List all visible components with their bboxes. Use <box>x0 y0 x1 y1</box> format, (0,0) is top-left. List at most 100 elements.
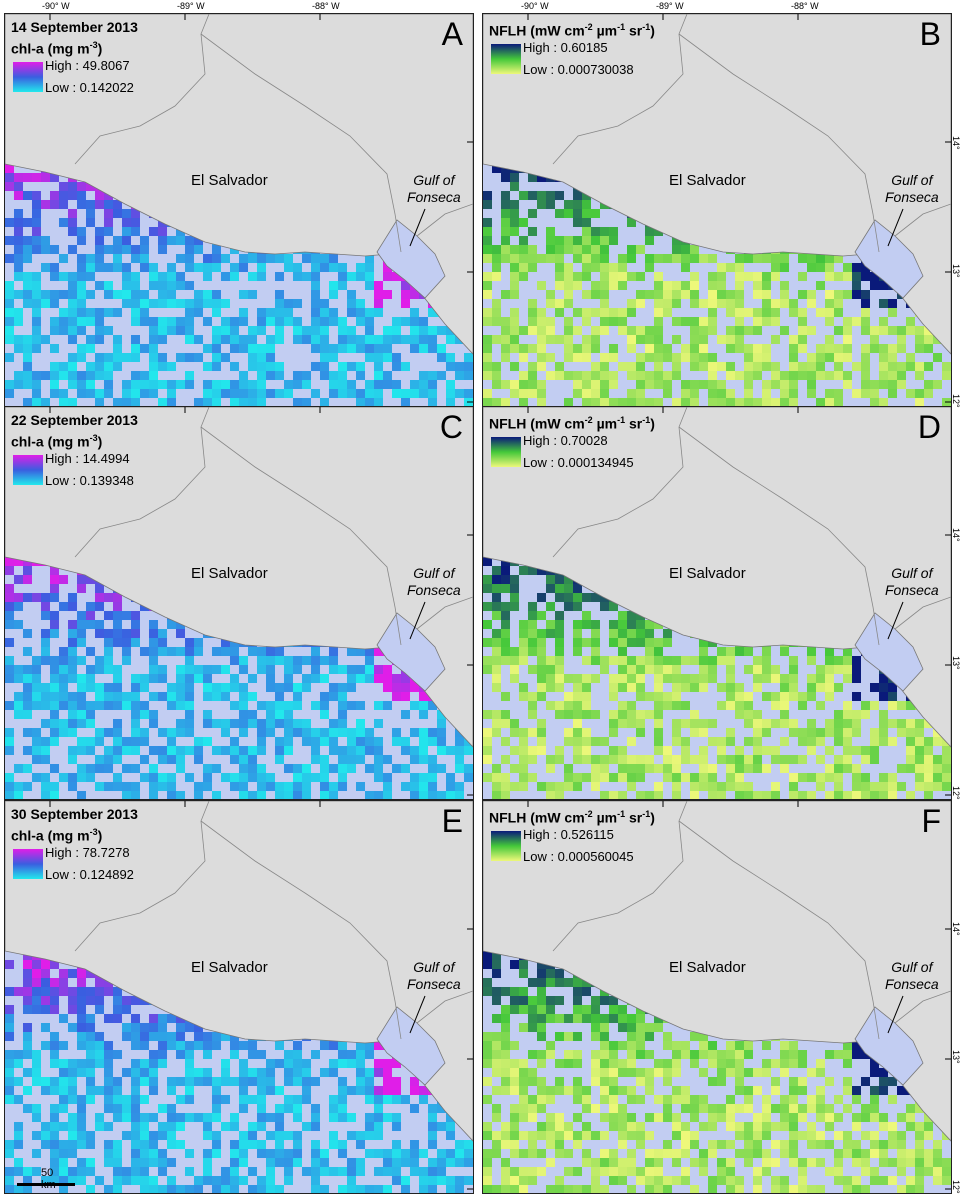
data-pixel <box>618 656 627 665</box>
data-pixel <box>266 1158 275 1167</box>
data-pixel <box>338 782 347 791</box>
data-pixel <box>239 791 248 799</box>
data-pixel <box>807 389 816 398</box>
data-pixel <box>519 656 528 665</box>
data-pixel <box>789 728 798 737</box>
data-pixel <box>609 602 618 611</box>
data-pixel <box>176 683 185 692</box>
data-pixel <box>401 692 410 701</box>
data-pixel <box>861 326 870 335</box>
data-pixel <box>203 1068 212 1077</box>
data-pixel <box>167 281 176 290</box>
data-pixel <box>59 290 68 299</box>
data-pixel <box>266 353 275 362</box>
data-pixel <box>275 656 284 665</box>
data-pixel <box>68 1095 77 1104</box>
data-pixel <box>140 1113 149 1122</box>
data-pixel <box>23 566 32 575</box>
data-pixel <box>816 281 825 290</box>
data-pixel <box>140 245 149 254</box>
data-pixel <box>717 263 726 272</box>
map-panel-d: NFLH (mW cm-2 µm-1 sr-1) High : 0.70028 … <box>482 406 952 800</box>
data-pixel <box>14 254 23 263</box>
data-pixel <box>347 1086 356 1095</box>
data-pixel <box>185 701 194 710</box>
data-pixel <box>564 692 573 701</box>
data-pixel <box>600 996 609 1005</box>
data-pixel <box>311 272 320 281</box>
chl-map-e <box>5 801 473 1193</box>
data-pixel <box>483 344 492 353</box>
data-pixel <box>302 1068 311 1077</box>
data-pixel <box>23 1041 32 1050</box>
data-pixel <box>483 773 492 782</box>
data-pixel <box>77 1158 86 1167</box>
variable-label: chl-a (mg m-3) <box>11 827 103 844</box>
data-pixel <box>510 719 519 728</box>
data-pixel <box>311 674 320 683</box>
data-pixel <box>302 782 311 791</box>
data-pixel <box>564 209 573 218</box>
data-pixel <box>338 773 347 782</box>
data-pixel <box>483 951 492 960</box>
data-pixel <box>492 656 501 665</box>
data-pixel <box>23 978 32 987</box>
data-pixel <box>483 987 492 996</box>
data-pixel <box>681 353 690 362</box>
data-pixel <box>636 719 645 728</box>
data-pixel <box>95 398 104 406</box>
data-pixel <box>221 692 230 701</box>
data-pixel <box>329 1140 338 1149</box>
data-pixel <box>50 566 59 575</box>
data-pixel <box>338 281 347 290</box>
data-pixel <box>140 710 149 719</box>
data-pixel <box>284 719 293 728</box>
data-pixel <box>329 647 338 656</box>
data-pixel <box>113 665 122 674</box>
data-pixel <box>275 1059 284 1068</box>
data-pixel <box>762 353 771 362</box>
data-pixel <box>86 1068 95 1077</box>
data-pixel <box>140 1041 149 1050</box>
data-pixel <box>798 344 807 353</box>
data-pixel <box>104 1041 113 1050</box>
data-pixel <box>897 701 906 710</box>
data-pixel <box>203 737 212 746</box>
data-pixel <box>374 665 383 674</box>
data-pixel <box>618 1023 627 1032</box>
data-pixel <box>338 719 347 728</box>
data-pixel <box>14 1059 23 1068</box>
data-pixel <box>852 746 861 755</box>
data-pixel <box>86 254 95 263</box>
data-pixel <box>537 692 546 701</box>
data-pixel <box>239 701 248 710</box>
data-pixel <box>681 398 690 406</box>
data-pixel <box>690 1032 699 1041</box>
data-pixel <box>185 1113 194 1122</box>
data-pixel <box>347 1050 356 1059</box>
data-pixel <box>77 791 86 799</box>
data-pixel <box>636 620 645 629</box>
data-pixel <box>861 755 870 764</box>
data-pixel <box>140 1167 149 1176</box>
data-pixel <box>825 254 834 263</box>
data-pixel <box>483 557 492 566</box>
data-pixel <box>77 1014 86 1023</box>
data-pixel <box>410 791 419 799</box>
data-pixel <box>888 692 897 701</box>
data-pixel <box>762 362 771 371</box>
data-pixel <box>185 683 194 692</box>
data-pixel <box>5 1032 14 1041</box>
data-pixel <box>338 1113 347 1122</box>
data-pixel <box>50 191 59 200</box>
data-pixel <box>32 281 41 290</box>
data-pixel <box>501 209 510 218</box>
data-pixel <box>501 398 510 406</box>
data-pixel <box>257 791 266 799</box>
data-pixel <box>708 290 717 299</box>
data-pixel <box>573 191 582 200</box>
data-pixel <box>492 960 501 969</box>
data-pixel <box>248 710 257 719</box>
data-pixel <box>582 254 591 263</box>
data-pixel <box>699 656 708 665</box>
